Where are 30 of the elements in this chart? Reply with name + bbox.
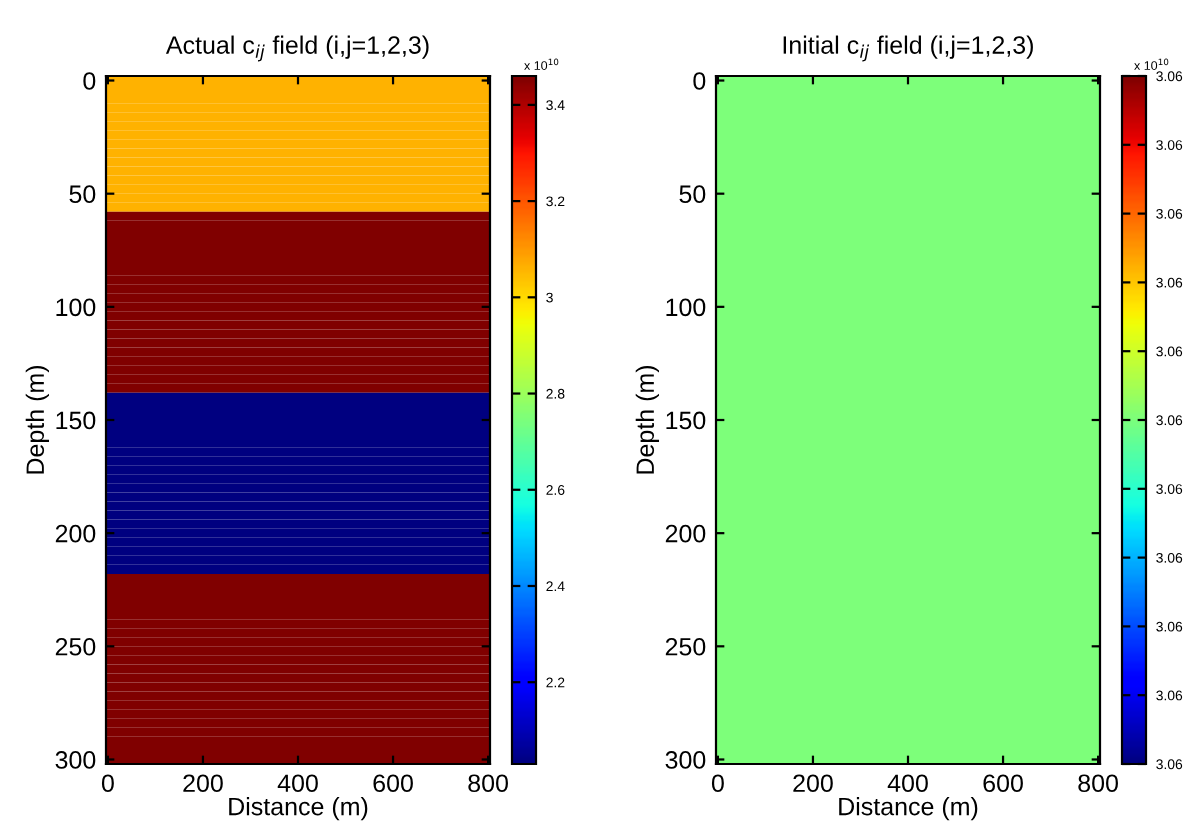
y-tick-label: 50 — [679, 185, 706, 203]
x-tick-label: 800 — [1078, 774, 1118, 793]
y-tick-label: 0 — [83, 72, 96, 90]
x-tick-label: 0 — [101, 774, 114, 793]
y-axis-title: Depth (m) — [635, 365, 660, 474]
y-axis-title: Depth (m) — [25, 365, 50, 474]
y-tick-label: 150 — [56, 411, 96, 430]
y-tick-label: 100 — [666, 298, 706, 317]
y-tick-label: 0 — [693, 72, 706, 90]
y-tick-label: 200 — [55, 524, 96, 543]
y-tick-label: 300 — [665, 751, 706, 769]
y-tick-label: 150 — [666, 411, 706, 430]
x-tick-label: 400 — [887, 774, 928, 793]
x-tick-label: 600 — [983, 774, 1023, 793]
y-tick-label: 250 — [55, 637, 96, 656]
x-tick-label: 800 — [468, 774, 508, 793]
x-tick-label: 200 — [183, 774, 223, 793]
y-tick-label: 50 — [69, 185, 96, 203]
chart-title: Initial c$_{ij}$ field (i,j=1,2,3) — [783, 35, 1033, 62]
x-axis-title: Distance (m) — [839, 797, 978, 821]
y-tick-label: 300 — [55, 751, 96, 769]
chart-title: Actual c$_{ij}$ field (i,j=1,2,3) — [165, 35, 429, 62]
y-tick-label: 250 — [665, 637, 706, 656]
y-tick-label: 100 — [56, 298, 96, 317]
x-tick-label: 400 — [277, 774, 318, 793]
x-tick-label: 0 — [711, 774, 724, 793]
x-axis-title: Distance (m) — [229, 797, 368, 821]
y-tick-label: 200 — [665, 524, 706, 543]
x-tick-label: 200 — [793, 774, 833, 793]
x-tick-label: 600 — [373, 774, 413, 793]
